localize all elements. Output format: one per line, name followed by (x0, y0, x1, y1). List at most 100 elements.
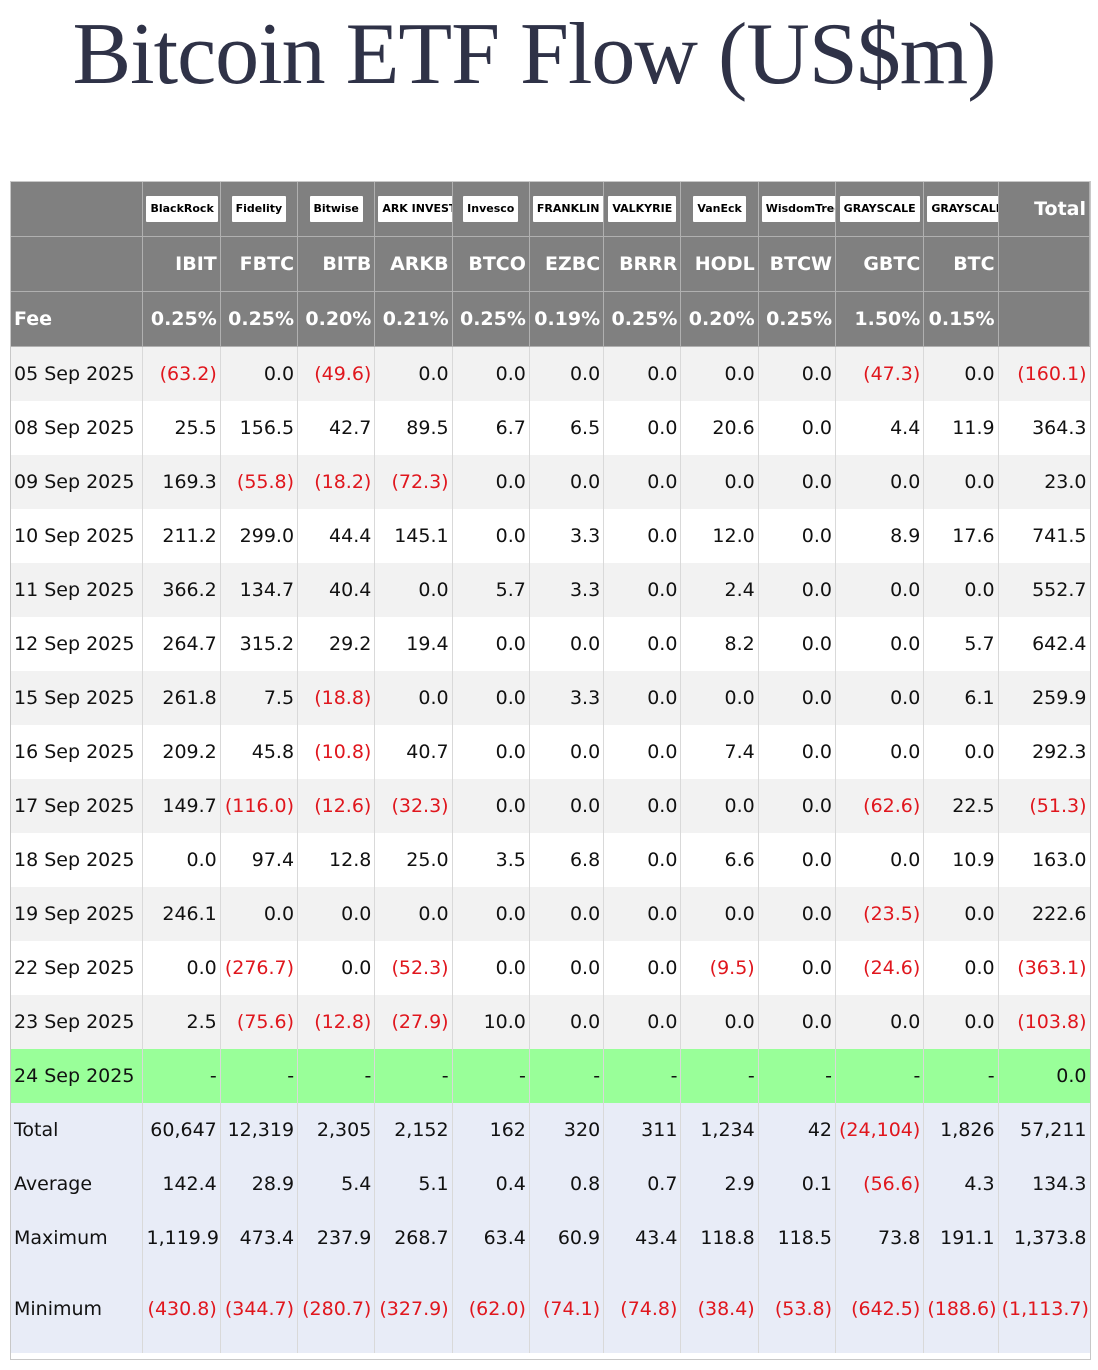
flow-value: 0.0 (757, 725, 836, 779)
flow-value: 2.5 (142, 995, 221, 1049)
issuer-logo-cell: FRANKLIN TEMPLETON (528, 181, 605, 237)
row-total: 0.0 (997, 1049, 1090, 1103)
ticker-header: IBIT (142, 236, 221, 292)
table-row: 10 Sep 2025 211.2 299.0 44.4 145.1 0.0 3.3 0.0 1… (9, 509, 1090, 563)
stat-value: (53.8) (757, 1265, 836, 1353)
row-date: 08 Sep 2025 (9, 401, 143, 455)
flow-value: 0.0 (528, 941, 604, 995)
flow-value: 0.0 (757, 671, 836, 725)
stat-value: (74.8) (603, 1265, 681, 1353)
flow-value: 0.0 (603, 563, 681, 617)
stat-value: 162 (451, 1103, 530, 1157)
flow-value: 0.0 (834, 617, 924, 671)
issuer-logo: Bitwise (309, 196, 363, 222)
flow-value: 0.0 (834, 455, 924, 509)
table-row: 15 Sep 2025 261.8 7.5 (18.8) 0.0 0.0 3.3 0.0 0.0… (9, 671, 1090, 725)
flow-value: (116.0) (219, 779, 298, 833)
stat-label: Average (9, 1157, 143, 1211)
flow-value: 0.0 (603, 346, 681, 401)
flow-value: - (142, 1049, 221, 1103)
stat-value: 43.4 (603, 1211, 681, 1265)
fee-value: 1.50% (834, 291, 925, 347)
flow-value: 0.0 (603, 455, 681, 509)
stat-value: 0.8 (528, 1157, 604, 1211)
stat-value: (24,104) (834, 1103, 924, 1157)
row-total: 364.3 (997, 401, 1090, 455)
issuer-logo: GRAYSCALE (839, 196, 920, 222)
stat-value: 63.4 (451, 1211, 530, 1265)
fee-value: 0.20% (297, 291, 376, 347)
row-total: 23.0 (997, 455, 1090, 509)
stat-row-minimum: Minimum (430.8) (344.7) (280.7) (327.9) (62.0… (9, 1265, 1090, 1353)
fee-value: 0.19% (528, 291, 605, 347)
flow-value: 0.0 (834, 833, 924, 887)
flow-value: 0.0 (923, 725, 999, 779)
issuer-logo-cell: VanEck (680, 181, 759, 237)
flow-value: 0.0 (834, 995, 924, 1049)
flow-value: 6.8 (528, 833, 604, 887)
flow-value: 0.0 (834, 671, 924, 725)
flow-value: - (219, 1049, 298, 1103)
flow-value: 246.1 (142, 887, 221, 941)
flow-value: 0.0 (603, 401, 681, 455)
row-date: 12 Sep 2025 (9, 617, 143, 671)
stat-value: 0.7 (603, 1157, 681, 1211)
issuer-logo-cell: BlackRock (142, 181, 221, 237)
stat-label: Maximum (9, 1211, 143, 1265)
flow-value: (52.3) (374, 941, 453, 995)
flow-value: 6.7 (451, 401, 530, 455)
stat-value: 268.7 (374, 1211, 453, 1265)
row-date: 24 Sep 2025 (9, 1049, 143, 1103)
stat-value: (74.1) (528, 1265, 604, 1353)
flow-value: 0.0 (297, 941, 375, 995)
flow-value: 0.0 (219, 887, 298, 941)
stat-value: (56.6) (834, 1157, 924, 1211)
stat-value: 118.8 (680, 1211, 759, 1265)
issuer-logo-cell: Fidelity (219, 181, 299, 237)
issuer-logo-cell: Bitwise (297, 181, 376, 237)
flow-value: 11.9 (923, 401, 999, 455)
flow-value: 0.0 (528, 617, 604, 671)
flow-value: 0.0 (528, 725, 604, 779)
flow-value: 19.4 (374, 617, 453, 671)
row-date: 11 Sep 2025 (9, 563, 143, 617)
flow-value: 315.2 (219, 617, 298, 671)
flow-value: 3.3 (528, 509, 604, 563)
flow-value: 8.2 (680, 617, 759, 671)
issuer-logo-row: BlackRock Fidelity Bitwise ARK INVEST Invesc… (9, 181, 1091, 237)
row-total: 163.0 (997, 833, 1090, 887)
total-header-blank (997, 236, 1091, 292)
flow-value: (276.7) (219, 941, 298, 995)
flow-value: (18.2) (297, 455, 375, 509)
stat-row-total: Total 60,647 12,319 2,305 2,152 162 320 311 1,23… (9, 1103, 1090, 1157)
total-header-blank (997, 291, 1091, 347)
stat-value: 311 (603, 1103, 681, 1157)
flow-value: 7.4 (680, 725, 759, 779)
flow-value: 0.0 (451, 725, 530, 779)
flow-value: 0.0 (603, 725, 681, 779)
row-total: 259.9 (997, 671, 1090, 725)
stat-row-maximum: Maximum 1,119.9 473.4 237.9 268.7 63.4 60.9 43.… (9, 1211, 1090, 1265)
flow-value: (62.6) (834, 779, 924, 833)
stat-value: (327.9) (374, 1265, 453, 1353)
stat-value: 73.8 (834, 1211, 924, 1265)
stat-value: 1,119.9 (142, 1211, 221, 1265)
stat-value: 42 (757, 1103, 836, 1157)
stat-value: (344.7) (219, 1265, 298, 1353)
stat-value: 320 (528, 1103, 604, 1157)
row-total: (363.1) (997, 941, 1090, 995)
stat-value: 1,373.8 (997, 1211, 1090, 1265)
issuer-logo-cell: WisdomTree (757, 181, 837, 237)
row-total: (103.8) (997, 995, 1090, 1049)
flow-value: (47.3) (834, 346, 924, 401)
flow-value: 0.0 (528, 887, 604, 941)
flow-value: 44.4 (297, 509, 375, 563)
etf-flow-table: BlackRock Fidelity Bitwise ARK INVEST Invesc… (9, 181, 1091, 1353)
stat-value: (280.7) (297, 1265, 375, 1353)
flow-value: (12.8) (297, 995, 375, 1049)
flow-value: 22.5 (923, 779, 999, 833)
stat-value: 237.9 (297, 1211, 375, 1265)
ticker-header: GBTC (834, 236, 925, 292)
flow-value: 169.3 (142, 455, 221, 509)
issuer-logo-cell: Invesco (451, 181, 530, 237)
